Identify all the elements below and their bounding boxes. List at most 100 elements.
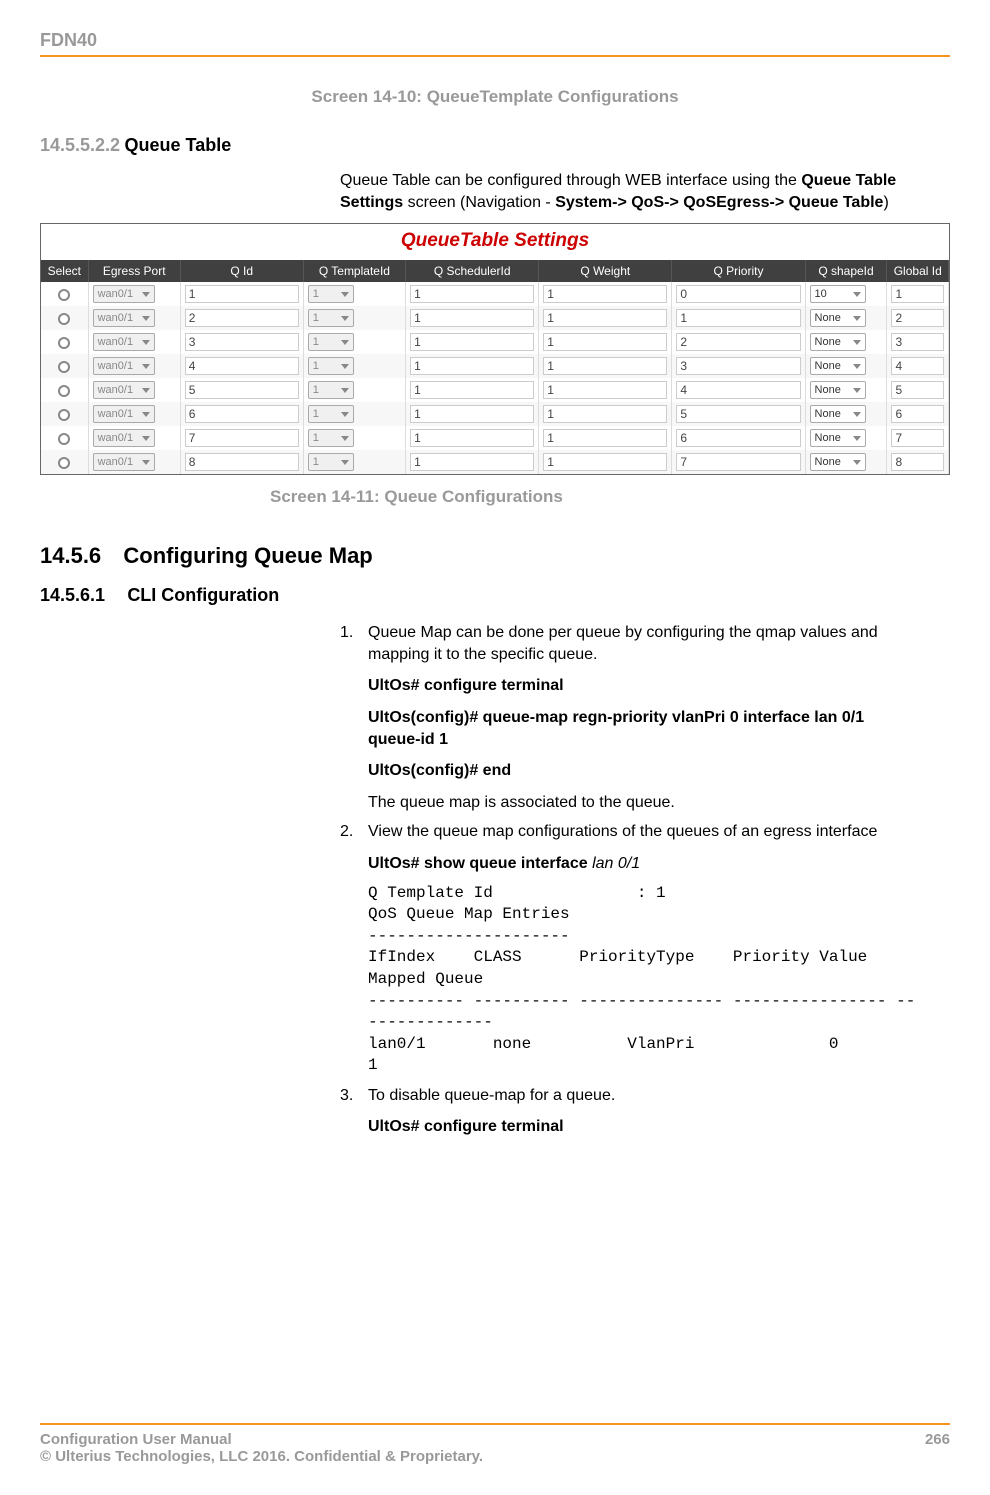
priority-input[interactable]: 5 (676, 405, 800, 423)
priority-input[interactable]: 4 (676, 381, 800, 399)
priority-input[interactable]: 0 (676, 285, 800, 303)
cli-command: UltOs(config)# end (368, 760, 920, 782)
globalid-input[interactable]: 5 (891, 381, 944, 399)
row-select-radio[interactable] (58, 337, 70, 349)
templateid-dropdown[interactable]: 1 (308, 309, 354, 327)
col-schedulerid: Q SchedulerId (406, 260, 539, 282)
h2-num: 14.5.6 (40, 543, 101, 568)
qid-input[interactable]: 2 (185, 309, 299, 327)
proc-item-3: 3. To disable queue-map for a queue. Ult… (340, 1085, 920, 1138)
weight-input[interactable]: 1 (543, 309, 667, 327)
table-row: wan0/111110101 (41, 282, 949, 306)
col-weight: Q Weight (539, 260, 672, 282)
egress-port-dropdown[interactable]: wan0/1 (93, 285, 155, 303)
para-text: screen (Navigation - (403, 194, 555, 211)
chevron-down-icon (142, 412, 150, 417)
schedulerid-input[interactable]: 1 (410, 309, 534, 327)
globalid-input[interactable]: 7 (891, 429, 944, 447)
templateid-dropdown[interactable]: 1 (308, 333, 354, 351)
priority-input[interactable]: 3 (676, 357, 800, 375)
globalid-input[interactable]: 4 (891, 357, 944, 375)
schedulerid-input[interactable]: 1 (410, 357, 534, 375)
proc-item-2: 2. View the queue map configurations of … (340, 821, 920, 1077)
proc-num: 1. (340, 622, 353, 644)
templateid-dropdown[interactable]: 1 (308, 381, 354, 399)
h3-row: 14.5.6.1 CLI Configuration (40, 585, 950, 606)
globalid-input[interactable]: 6 (891, 405, 944, 423)
qid-input[interactable]: 5 (185, 381, 299, 399)
globalid-input[interactable]: 8 (891, 453, 944, 471)
priority-input[interactable]: 7 (676, 453, 800, 471)
egress-port-dropdown[interactable]: wan0/1 (93, 429, 155, 447)
page-footer: Configuration User Manual © Ulterius Tec… (40, 1423, 950, 1465)
shapeid-dropdown[interactable]: None (810, 381, 866, 399)
schedulerid-input[interactable]: 1 (410, 429, 534, 447)
globalid-input[interactable]: 2 (891, 309, 944, 327)
schedulerid-input[interactable]: 1 (410, 285, 534, 303)
templateid-dropdown[interactable]: 1 (308, 429, 354, 447)
qid-input[interactable]: 1 (185, 285, 299, 303)
footer-row: Configuration User Manual © Ulterius Tec… (40, 1431, 950, 1465)
h2-row: 14.5.6 Configuring Queue Map (40, 543, 950, 569)
shapeid-dropdown[interactable]: None (810, 357, 866, 375)
weight-input[interactable]: 1 (543, 285, 667, 303)
doc-header-code: FDN40 (40, 30, 950, 51)
panel-title: QueueTable Settings (41, 224, 949, 260)
row-select-radio[interactable] (58, 457, 70, 469)
shapeid-dropdown[interactable]: None (810, 429, 866, 447)
schedulerid-input[interactable]: 1 (410, 453, 534, 471)
weight-input[interactable]: 1 (543, 357, 667, 375)
shapeid-dropdown[interactable]: 10 (810, 285, 866, 303)
qid-input[interactable]: 4 (185, 357, 299, 375)
schedulerid-input[interactable]: 1 (410, 405, 534, 423)
egress-port-dropdown[interactable]: wan0/1 (93, 357, 155, 375)
proc-num: 2. (340, 821, 353, 843)
egress-port-dropdown[interactable]: wan0/1 (93, 405, 155, 423)
schedulerid-input[interactable]: 1 (410, 333, 534, 351)
col-templateid: Q TemplateId (303, 260, 405, 282)
templateid-dropdown[interactable]: 1 (308, 357, 354, 375)
row-select-radio[interactable] (58, 385, 70, 397)
shapeid-dropdown[interactable]: None (810, 309, 866, 327)
row-select-radio[interactable] (58, 433, 70, 445)
weight-input[interactable]: 1 (543, 453, 667, 471)
row-select-radio[interactable] (58, 289, 70, 301)
templateid-dropdown[interactable]: 1 (308, 285, 354, 303)
templateid-dropdown[interactable]: 1 (308, 405, 354, 423)
footer-line-2: © Ulterius Technologies, LLC 2016. Confi… (40, 1448, 483, 1465)
qid-input[interactable]: 6 (185, 405, 299, 423)
weight-input[interactable]: 1 (543, 429, 667, 447)
egress-port-dropdown[interactable]: wan0/1 (93, 381, 155, 399)
egress-port-dropdown[interactable]: wan0/1 (93, 309, 155, 327)
schedulerid-input[interactable]: 1 (410, 381, 534, 399)
row-select-radio[interactable] (58, 313, 70, 325)
chevron-down-icon (142, 364, 150, 369)
row-select-radio[interactable] (58, 409, 70, 421)
proc-num: 3. (340, 1085, 353, 1107)
shapeid-dropdown[interactable]: None (810, 333, 866, 351)
chevron-down-icon (142, 292, 150, 297)
chevron-down-icon (853, 388, 861, 393)
weight-input[interactable]: 1 (543, 333, 667, 351)
templateid-dropdown[interactable]: 1 (308, 453, 354, 471)
footer-left: Configuration User Manual © Ulterius Tec… (40, 1431, 483, 1465)
chevron-down-icon (341, 340, 349, 345)
priority-input[interactable]: 6 (676, 429, 800, 447)
globalid-input[interactable]: 1 (891, 285, 944, 303)
shapeid-dropdown[interactable]: None (810, 405, 866, 423)
weight-input[interactable]: 1 (543, 405, 667, 423)
qid-input[interactable]: 7 (185, 429, 299, 447)
header-rule (40, 55, 950, 57)
egress-port-dropdown[interactable]: wan0/1 (93, 333, 155, 351)
priority-input[interactable]: 1 (676, 309, 800, 327)
procedure-list: 1. Queue Map can be done per queue by co… (340, 622, 920, 1138)
shapeid-dropdown[interactable]: None (810, 453, 866, 471)
priority-input[interactable]: 2 (676, 333, 800, 351)
globalid-input[interactable]: 3 (891, 333, 944, 351)
section-1-title-row: 14.5.5.2.2 Queue Table (40, 135, 950, 156)
weight-input[interactable]: 1 (543, 381, 667, 399)
qid-input[interactable]: 8 (185, 453, 299, 471)
row-select-radio[interactable] (58, 361, 70, 373)
egress-port-dropdown[interactable]: wan0/1 (93, 453, 155, 471)
qid-input[interactable]: 3 (185, 333, 299, 351)
